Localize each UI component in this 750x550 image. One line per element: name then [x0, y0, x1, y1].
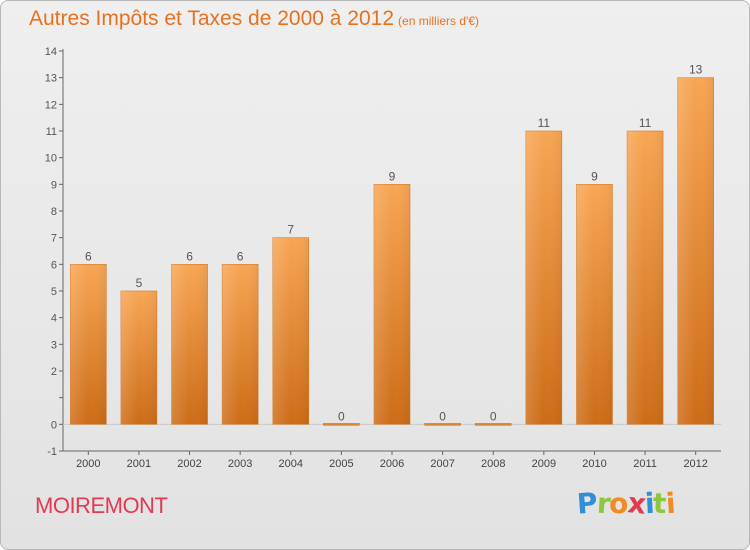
y-tick-label: 10	[45, 153, 57, 165]
bar	[323, 423, 360, 426]
x-tick-label: 2009	[532, 458, 556, 470]
logo-letter: x	[625, 486, 647, 521]
bar-sheen	[525, 131, 562, 425]
y-tick-label: 6	[51, 259, 57, 271]
bar-sheen	[120, 291, 157, 425]
data-label: 11	[538, 116, 551, 130]
x-tick-label: 2002	[177, 458, 201, 470]
x-tick-label: 2006	[380, 458, 404, 470]
logo-letter: i	[664, 486, 676, 521]
data-labels: 6 5 6 6 7 0 9 0 0 11 9 11 13	[85, 63, 703, 424]
data-label: 9	[591, 169, 598, 183]
x-tick-label: 2005	[329, 458, 353, 470]
chart-title-text: Autres Impôts et Taxes de 2000 à 2012	[29, 7, 395, 30]
bar-sheen	[677, 77, 714, 425]
data-label: 6	[186, 249, 193, 263]
y-tick-label: 3	[51, 339, 57, 351]
x-tick-label: 2012	[683, 458, 707, 470]
y-tick-label: -1	[47, 446, 57, 458]
bar-sheen	[222, 264, 259, 425]
data-label: 6	[85, 249, 92, 263]
logo-letter: o	[608, 486, 629, 521]
y-tick-label: 13	[45, 73, 57, 85]
y-tick-label: 7	[51, 233, 57, 245]
bar-sheen	[171, 264, 208, 425]
logo-letter: P	[575, 486, 598, 521]
data-label: 0	[490, 409, 497, 423]
commune-name: MOIREMONT	[35, 493, 168, 518]
bar	[474, 423, 512, 426]
x-tick-label: 2008	[481, 458, 505, 470]
y-tick-label: 4	[51, 313, 57, 325]
x-tick-label: 2000	[76, 458, 100, 470]
y-tick-label: 0	[51, 419, 57, 431]
data-label: 11	[639, 116, 652, 130]
proxiti-logo: Proxiti	[575, 486, 676, 521]
y-tick-label: 11	[46, 126, 57, 138]
bar-sheen	[576, 184, 613, 425]
x-tick-label: 2001	[127, 458, 151, 470]
data-label: 9	[389, 169, 396, 183]
bar-sheen	[627, 131, 664, 425]
data-label: 0	[338, 409, 345, 423]
x-tick-label: 2011	[633, 458, 657, 470]
data-label: 0	[439, 409, 446, 423]
bar	[424, 423, 461, 426]
y-tick-label: 9	[51, 179, 57, 191]
data-label: 6	[237, 249, 244, 263]
y-tick-label: 12	[45, 99, 57, 111]
data-label: 5	[136, 276, 143, 290]
x-tick-label: 2007	[430, 458, 454, 470]
chart-title: Autres Impôts et Taxes de 2000 à 2012 (en…	[29, 7, 479, 31]
y-tick-label: 2	[51, 366, 57, 378]
bars	[70, 77, 714, 426]
y-tick-label: 5	[51, 286, 57, 298]
bar-sheen	[374, 184, 410, 425]
bar-sheen	[272, 237, 309, 425]
bar-sheen	[70, 264, 107, 425]
x-tick-label: 2003	[228, 458, 252, 470]
data-label: 13	[689, 63, 703, 77]
chart-unit-label: (en milliers d'€)	[398, 14, 480, 28]
data-label: 7	[287, 223, 294, 237]
y-tick-label: 8	[51, 206, 57, 218]
x-tick-label: 2004	[279, 458, 303, 470]
x-tick-label: 2010	[582, 458, 606, 470]
y-tick-label: 14	[45, 46, 57, 58]
